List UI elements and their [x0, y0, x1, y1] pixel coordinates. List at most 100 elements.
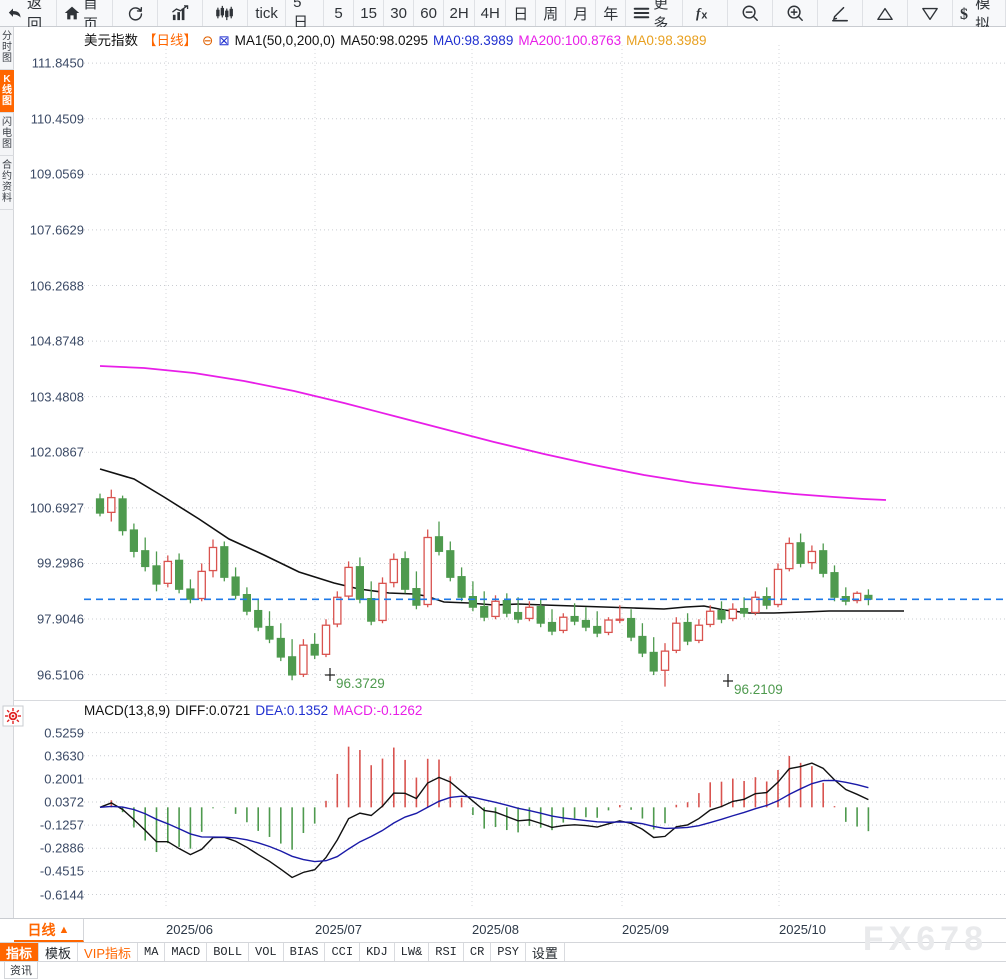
up-triangle-button[interactable] [863, 0, 909, 26]
period-30m-button[interactable]: 30 [384, 0, 415, 26]
down-triangle-button[interactable] [908, 0, 954, 26]
news-tab[interactable]: 资讯 [4, 962, 38, 979]
macd-panel-legend: MACD(13,8,9) DIFF:0.0721 DEA:0.1352 MACD:-0… [84, 703, 427, 718]
period-year-button[interactable]: 年 [596, 0, 627, 26]
period-selector-button[interactable]: 日线 ▲ [14, 919, 84, 942]
back-button[interactable]: 返回 [0, 0, 57, 33]
sidebar-tab-timeshare[interactable]: 分时图 [0, 27, 14, 70]
dollar-icon: $ [960, 4, 972, 22]
x-axis-bar: 日线 ▲ 2025/06 2025/07 2025/08 2025/09 2025/10 [0, 918, 1006, 942]
chart-type-button[interactable] [158, 0, 204, 26]
zoom-out-button[interactable] [728, 0, 774, 26]
period-selector-label: 日线 [27, 921, 56, 938]
period-month-button-label: 月 [573, 5, 589, 23]
tick-button[interactable]: tick [248, 0, 287, 26]
bottom-tab-bar: 资讯 [0, 962, 1006, 979]
period-day-button-label: 日 [513, 5, 529, 23]
macd-chart-svg[interactable] [14, 701, 1006, 919]
indicator-tab-zhibiao[interactable]: 指标 [0, 943, 40, 961]
macd-value: MACD:-0.1262 [333, 703, 423, 718]
x-axis-tick: 2025/10 [779, 922, 826, 937]
indicator-tab-kdj[interactable]: KDJ [360, 943, 395, 961]
sidebar-tab-lightning[interactable]: 闪电图 [0, 113, 14, 156]
macd-y-tick: 0.3630 [44, 748, 84, 764]
zoom-in-button[interactable] [773, 0, 819, 26]
period-2h-button[interactable]: 2H [444, 0, 476, 26]
period-60m-button[interactable]: 60 [414, 0, 445, 26]
draw-button[interactable] [818, 0, 864, 26]
indicator-tab-psy[interactable]: PSY [491, 943, 526, 961]
indicator-tab-ma[interactable]: MA [138, 943, 166, 961]
indicator-tab-cr[interactable]: CR [464, 943, 492, 961]
period-month-button[interactable]: 月 [566, 0, 597, 26]
macd-y-tick: -0.4515 [39, 863, 84, 879]
tick-button-label: tick [255, 4, 278, 22]
svg-text:96.2109: 96.2109 [734, 682, 783, 697]
price-y-tick: 110.4509 [30, 111, 84, 127]
indicator-tab-cci[interactable]: CCI [325, 943, 361, 961]
home-icon [64, 5, 80, 21]
period-4h-button-label: 4H [480, 4, 500, 22]
ma0-value: MA0:98.3989 [433, 33, 514, 48]
collapse-icon[interactable]: ⊖ [202, 33, 214, 48]
sun-burst-icon[interactable] [2, 705, 24, 727]
candle-type-button[interactable] [203, 0, 249, 26]
period-5m-button[interactable]: 5 [324, 0, 355, 26]
price-y-tick: 111.8450 [31, 55, 84, 71]
period-60m-button-label: 60 [420, 4, 437, 22]
top-toolbar: 返回 首页 tick 5日 5 15 30 60 2H 4H 日周月年更多 f x $ 模拟 [0, 0, 1006, 33]
ma0b-value: MA0:98.3989 [626, 33, 707, 48]
sidebar-tab-contract[interactable]: 合约资料 [0, 156, 14, 210]
indicator-tab-bias[interactable]: BIAS [284, 943, 326, 961]
price-y-tick: 100.6927 [29, 500, 84, 516]
back-arrow-icon [7, 6, 24, 21]
zoom-out-icon [741, 4, 759, 22]
macd-title: MACD(13,8,9) [84, 703, 171, 718]
ma200-value: MA200:100.8763 [518, 33, 622, 48]
svg-text:96.3729: 96.3729 [336, 676, 385, 691]
price-y-tick: 107.6629 [29, 222, 84, 238]
indicator-tab-vol[interactable]: VOL [249, 943, 284, 961]
indicator-icon[interactable]: ⊠ [218, 33, 230, 48]
indicator-tab-vip[interactable]: VIP指标 [78, 943, 138, 961]
caret-up-icon: ▲ [58, 923, 70, 936]
sidebar-tab-contract-char: 资 [2, 182, 12, 193]
sidebar-tab-lightning-char: 闪 [2, 117, 12, 128]
period-day-button[interactable]: 日 [506, 0, 537, 26]
price-y-tick: 102.0867 [29, 444, 84, 460]
simulate-button[interactable]: $ 模拟 [953, 0, 1006, 33]
sidebar-tab-contract-char: 约 [2, 171, 12, 182]
refresh-button[interactable] [113, 0, 159, 26]
period-2h-button-label: 2H [449, 4, 469, 22]
price-y-tick: 106.2688 [29, 278, 84, 293]
sidebar-tab-lightning-char: 电 [2, 128, 12, 139]
period-4h-button[interactable]: 4H [475, 0, 507, 26]
price-panel-legend: 美元指数 【日线】 ⊖ ⊠ MA1(50,0,200,0) MA50:98.0295 MA0… [84, 29, 711, 49]
period-5d-button[interactable]: 5日 [286, 0, 325, 31]
more-button[interactable]: 更多 [626, 0, 684, 33]
indicator-tab-shezhi[interactable]: 设置 [526, 943, 565, 961]
price-chart-panel[interactable]: 美元指数 【日线】 ⊖ ⊠ MA1(50,0,200,0) MA50:98.0295 MA0… [14, 27, 1006, 700]
indicator-tab-moban[interactable]: 模板 [39, 943, 79, 961]
x-axis-tick: 2025/06 [166, 922, 213, 937]
price-y-tick: 97.9046 [37, 611, 84, 627]
indicator-tab-lwr[interactable]: LW& [395, 943, 430, 961]
macd-dea: DEA:0.1352 [255, 703, 329, 718]
sidebar-tab-lightning-char: 图 [2, 139, 12, 150]
macd-chart-panel[interactable]: MACD(13,8,9) DIFF:0.0721 DEA:0.1352 MACD:-0… [2, 700, 1006, 919]
triangle-up-icon [875, 5, 895, 22]
home-button[interactable]: 首页 [56, 0, 114, 33]
price-y-tick: 99.2986 [37, 555, 84, 571]
period-5d-button-label: 5日 [293, 0, 309, 31]
price-y-tick: 96.5106 [37, 667, 84, 683]
period-15m-button[interactable]: 15 [354, 0, 385, 26]
macd-y-tick: 0.2001 [44, 771, 84, 787]
price-chart-svg[interactable]: 96.3729 96.2109 [14, 27, 1006, 700]
indicator-tab-rsi[interactable]: RSI [429, 943, 464, 961]
indicator-tab-boll[interactable]: BOLL [207, 943, 250, 961]
period-week-button[interactable]: 周 [536, 0, 567, 26]
indicator-tab-macd[interactable]: MACD [165, 943, 208, 961]
